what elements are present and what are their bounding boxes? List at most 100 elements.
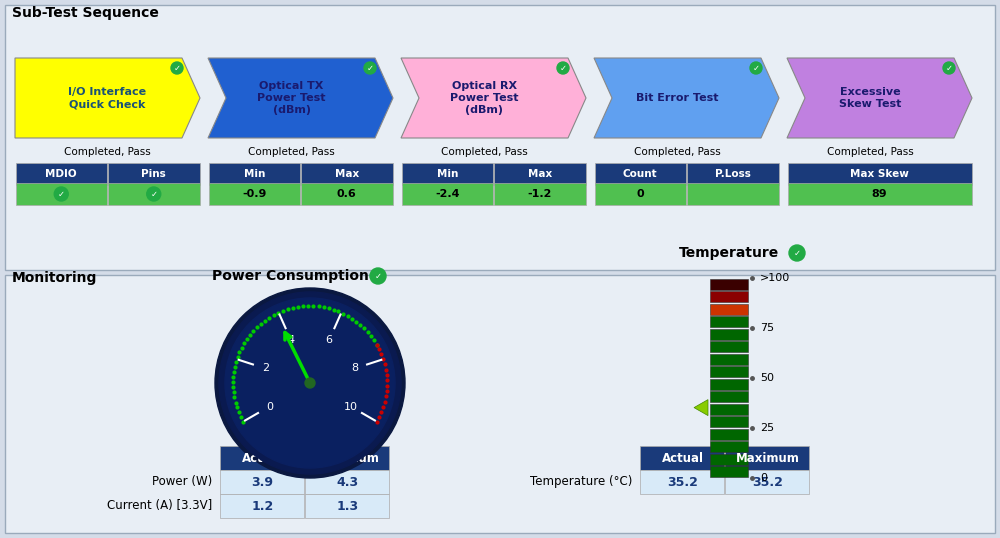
Bar: [220, 446, 304, 470]
Text: 35.2: 35.2: [667, 476, 698, 489]
Text: Sub-Test Sequence: Sub-Test Sequence: [12, 6, 159, 20]
Bar: [305, 494, 389, 518]
Circle shape: [219, 292, 401, 474]
Text: 35.2: 35.2: [752, 476, 783, 489]
Bar: [494, 163, 586, 185]
Circle shape: [364, 62, 376, 74]
Text: Completed, Pass: Completed, Pass: [827, 147, 914, 157]
Bar: [305, 470, 389, 494]
Text: 0: 0: [266, 401, 273, 412]
Bar: [725, 470, 809, 494]
Polygon shape: [208, 58, 393, 138]
Bar: [208, 183, 300, 205]
Bar: [108, 183, 200, 205]
Text: Temperature: Temperature: [679, 246, 779, 260]
Text: 75: 75: [760, 323, 774, 333]
Text: >100: >100: [760, 273, 790, 283]
Bar: [788, 163, 972, 185]
Text: 2: 2: [262, 364, 269, 373]
Circle shape: [943, 62, 955, 74]
Text: Completed, Pass: Completed, Pass: [441, 147, 528, 157]
Bar: [220, 494, 304, 518]
Polygon shape: [787, 58, 972, 138]
Bar: [494, 183, 586, 205]
Bar: [208, 163, 300, 185]
Circle shape: [789, 245, 805, 261]
Bar: [640, 446, 724, 470]
Bar: [710, 341, 748, 352]
Circle shape: [305, 378, 315, 388]
Text: I/O Interface
Quick Check: I/O Interface Quick Check: [68, 87, 147, 109]
Text: Current (A) [3.3V]: Current (A) [3.3V]: [107, 499, 212, 513]
FancyBboxPatch shape: [5, 275, 995, 533]
Polygon shape: [694, 400, 708, 415]
Text: 25: 25: [760, 423, 774, 433]
Bar: [402, 183, 493, 205]
Bar: [687, 163, 778, 185]
Circle shape: [171, 62, 183, 74]
Bar: [710, 441, 748, 452]
Text: -2.4: -2.4: [435, 189, 460, 199]
Bar: [788, 183, 972, 205]
Text: 0: 0: [636, 189, 644, 199]
Text: ✓: ✓: [366, 63, 374, 73]
Text: 10: 10: [344, 401, 358, 412]
Text: Monitoring: Monitoring: [12, 271, 97, 285]
Text: Actual: Actual: [242, 451, 284, 464]
Text: Bit Error Test: Bit Error Test: [636, 93, 719, 103]
Text: Optical TX
Power Test
(dBm): Optical TX Power Test (dBm): [257, 81, 326, 115]
Bar: [16, 163, 107, 185]
Text: ✓: ✓: [946, 63, 952, 73]
Circle shape: [750, 62, 762, 74]
Text: Optical RX
Power Test
(dBm): Optical RX Power Test (dBm): [450, 81, 519, 115]
Bar: [710, 379, 748, 390]
Polygon shape: [15, 58, 200, 138]
Text: Pins: Pins: [141, 169, 166, 179]
Text: -1.2: -1.2: [528, 189, 552, 199]
Text: Count: Count: [623, 169, 658, 179]
Bar: [16, 183, 107, 205]
Bar: [640, 470, 724, 494]
Bar: [594, 163, 686, 185]
Text: Excessive
Skew Test: Excessive Skew Test: [839, 87, 902, 109]
Circle shape: [147, 187, 161, 201]
Text: Min: Min: [437, 169, 458, 179]
Bar: [725, 446, 809, 470]
Circle shape: [215, 288, 405, 478]
Text: 6: 6: [326, 335, 333, 345]
Text: Temperature (°C): Temperature (°C): [530, 476, 632, 489]
Text: Completed, Pass: Completed, Pass: [634, 147, 721, 157]
Bar: [710, 416, 748, 427]
Text: 0: 0: [760, 473, 767, 483]
Text: Maximum: Maximum: [736, 451, 799, 464]
Text: Max Skew: Max Skew: [850, 169, 909, 179]
Text: 4.3: 4.3: [336, 476, 359, 489]
Bar: [710, 404, 748, 415]
Bar: [402, 163, 493, 185]
Text: Completed, Pass: Completed, Pass: [64, 147, 151, 157]
Text: ✓: ✓: [374, 272, 382, 280]
Circle shape: [370, 268, 386, 284]
Bar: [710, 429, 748, 440]
Bar: [710, 466, 748, 477]
Text: Max: Max: [528, 169, 552, 179]
Bar: [710, 354, 748, 365]
Text: Actual: Actual: [662, 451, 704, 464]
Text: 4: 4: [287, 335, 294, 345]
Text: 50: 50: [760, 373, 774, 383]
Circle shape: [557, 62, 569, 74]
Text: ✓: ✓: [58, 189, 65, 199]
Bar: [594, 183, 686, 205]
Bar: [710, 304, 748, 315]
Text: Power (W): Power (W): [152, 476, 212, 489]
Bar: [687, 183, 778, 205]
Text: 3.9: 3.9: [252, 476, 274, 489]
Text: Max: Max: [335, 169, 359, 179]
Text: ✓: ✓: [560, 63, 566, 73]
Circle shape: [225, 298, 395, 468]
Polygon shape: [401, 58, 586, 138]
Text: Completed, Pass: Completed, Pass: [248, 147, 335, 157]
Text: 89: 89: [872, 189, 887, 199]
Text: Power Consumption: Power Consumption: [212, 269, 368, 283]
Bar: [710, 291, 748, 302]
